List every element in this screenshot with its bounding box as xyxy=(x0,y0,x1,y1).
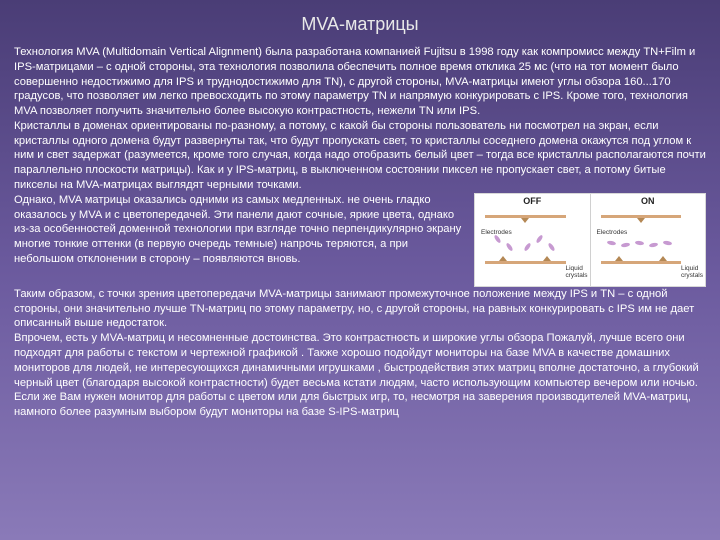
tooth-icon xyxy=(499,256,507,261)
crystal-icon xyxy=(505,242,513,252)
on-panel-body: Electrodes Liquid crystals xyxy=(591,207,706,286)
diagram-panel-on: ON Electrodes Liquid crys xyxy=(590,194,706,286)
crystal-icon xyxy=(648,242,658,248)
on-label: ON xyxy=(591,194,706,207)
off-label: OFF xyxy=(475,194,590,207)
electrode-bottom xyxy=(601,261,682,264)
row-with-diagram: Однако, MVA матрицы оказались одними из … xyxy=(14,193,706,287)
paragraph-3: Однако, MVA матрицы оказались одними из … xyxy=(14,193,468,267)
tooth-icon xyxy=(637,218,645,223)
crystal-icon xyxy=(523,242,531,252)
tooth-icon xyxy=(521,218,529,223)
electrode-bottom xyxy=(485,261,566,264)
paragraph-5: Впрочем, есть у MVA-матриц и несомненные… xyxy=(14,331,706,420)
paragraph-1: Технология MVA (Multidomain Vertical Ali… xyxy=(14,45,706,119)
crystal-icon xyxy=(662,240,672,246)
crystal-icon xyxy=(606,240,616,246)
electrodes-label: Electrodes xyxy=(597,229,628,236)
liquid-crystals-label: Liquid crystals xyxy=(681,266,703,280)
crystal-icon xyxy=(634,240,643,245)
crystal-icon xyxy=(535,234,543,244)
tooth-icon xyxy=(659,256,667,261)
crystal-icon xyxy=(620,242,630,248)
tooth-icon xyxy=(543,256,551,261)
mva-diagram: OFF Electrodes Liquid cry xyxy=(474,193,706,287)
crystal-icon xyxy=(547,242,555,252)
paragraph-2: Кристаллы в доменах ориентированы по-раз… xyxy=(14,119,706,193)
liquid-crystals-label: Liquid crystals xyxy=(565,266,587,280)
slide: MVA-матрицы Технология MVA (Multidomain … xyxy=(0,0,720,540)
slide-title: MVA-матрицы xyxy=(14,14,706,35)
lc-label-line2: crystals xyxy=(565,272,587,279)
tooth-icon xyxy=(615,256,623,261)
off-panel-body: Electrodes Liquid crystals xyxy=(475,207,590,286)
paragraph-4: Таким образом, с точки зрения цветоперед… xyxy=(14,287,706,331)
lc-label-line2: crystals xyxy=(681,272,703,279)
diagram-panel-off: OFF Electrodes Liquid cry xyxy=(475,194,590,286)
